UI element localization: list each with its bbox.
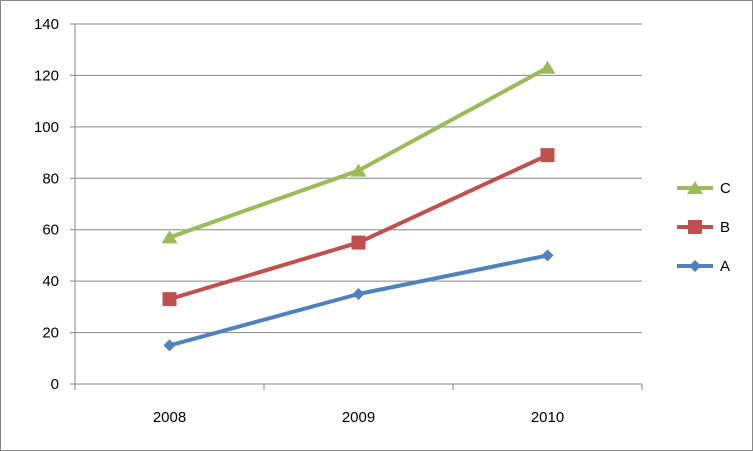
y-tick-label: 140 (34, 16, 59, 33)
data-point (541, 249, 554, 262)
legend-label: A (720, 258, 730, 275)
legend-item-c: C (677, 180, 731, 197)
series-line (167, 153, 550, 302)
series-line (167, 65, 550, 240)
data-point (162, 292, 177, 307)
series-c (161, 60, 556, 244)
series (161, 60, 556, 352)
y-tick-label: 120 (34, 67, 59, 84)
x-tick-label: 2009 (342, 409, 375, 426)
data-point (540, 148, 555, 163)
legend-item-a: A (677, 258, 730, 275)
legend-marker (687, 181, 703, 194)
y-tick-label: 20 (42, 325, 59, 342)
data-point (352, 288, 365, 300)
data-point (163, 339, 176, 352)
data-point (351, 235, 366, 250)
series-b (162, 148, 555, 307)
axes (70, 23, 643, 390)
legend-marker (689, 260, 701, 272)
y-tick-label: 60 (42, 222, 59, 239)
gridlines (75, 23, 642, 334)
x-tick-label: 2010 (531, 409, 564, 426)
legend-marker (688, 220, 702, 234)
legend: C B A (677, 180, 731, 275)
legend-label: B (720, 219, 730, 236)
legend-label: C (720, 180, 731, 197)
x-tick-labels: 2008 2009 2010 (153, 409, 564, 426)
y-tick-label: 0 (51, 376, 59, 393)
y-tick-label: 100 (34, 119, 59, 136)
y-tick-labels: 0 20 40 60 80 100 120 140 (34, 16, 59, 393)
data-point (350, 163, 367, 177)
x-tick-label: 2008 (153, 409, 186, 426)
data-point (539, 60, 556, 74)
series-a (163, 249, 554, 352)
y-tick-label: 80 (42, 170, 59, 187)
series-line (167, 253, 550, 348)
data-point (161, 230, 178, 244)
y-tick-label: 40 (42, 273, 59, 290)
legend-item-b: B (677, 219, 730, 236)
